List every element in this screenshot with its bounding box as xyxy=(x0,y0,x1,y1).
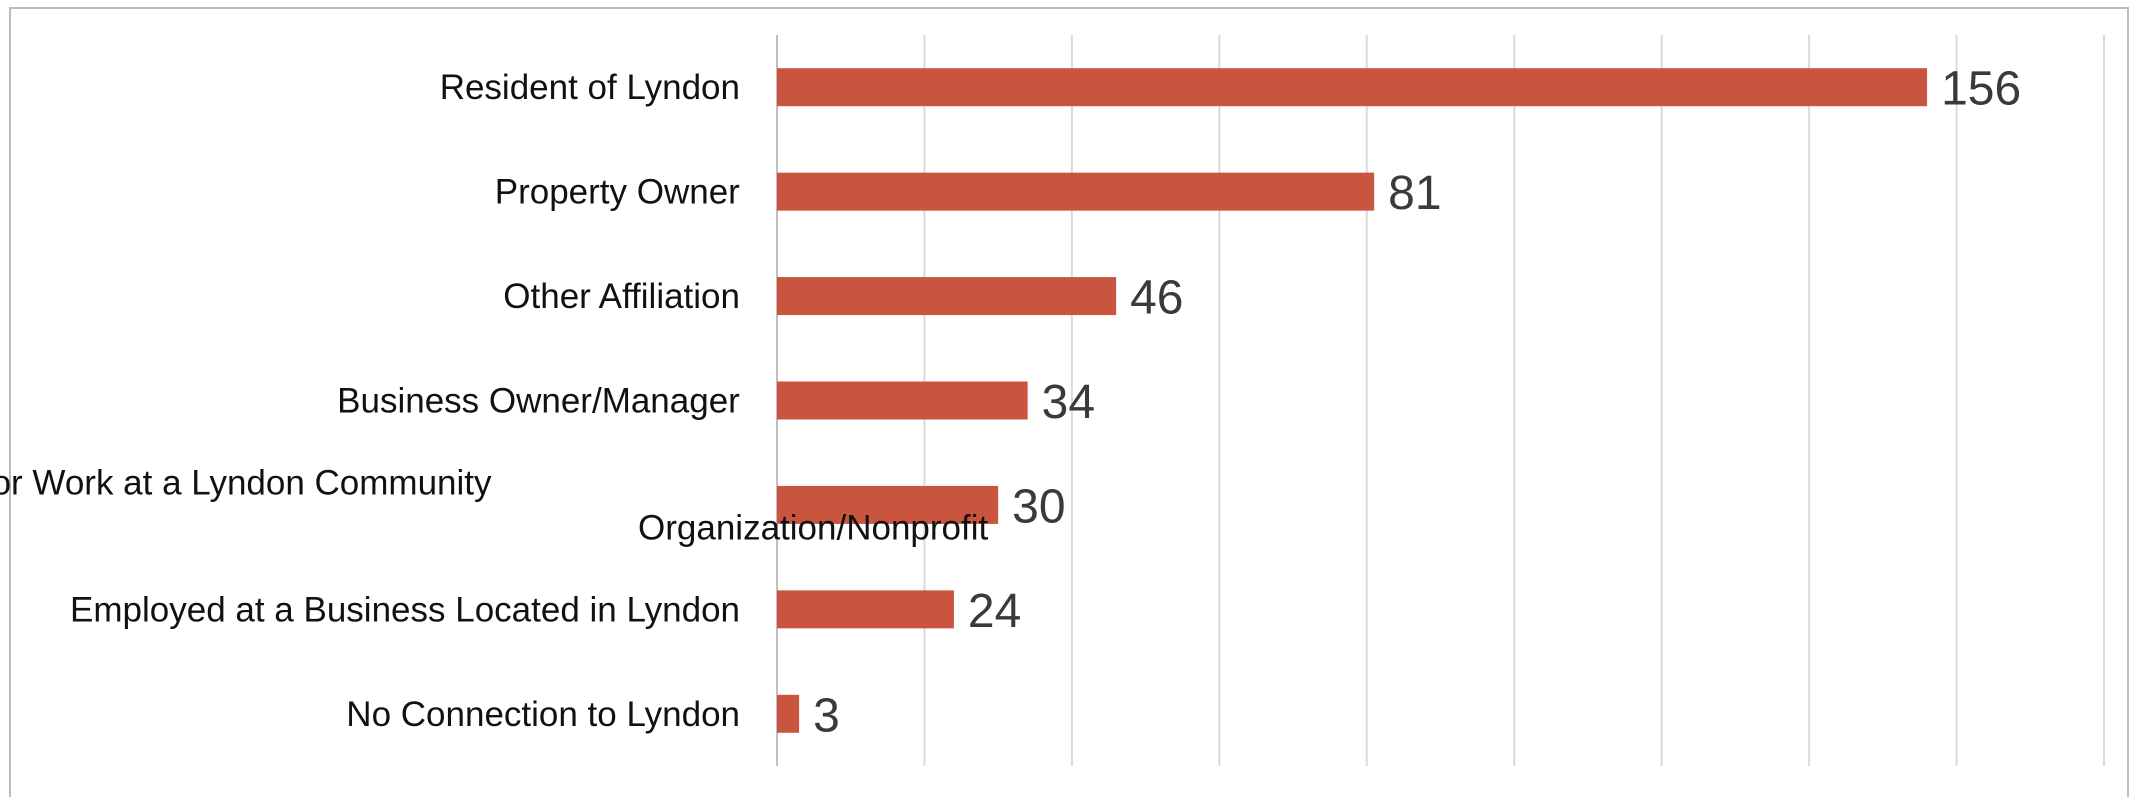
data-label: 34 xyxy=(1042,376,1095,429)
bar xyxy=(777,485,999,524)
category-label: Business Owner/Manager xyxy=(337,381,740,420)
bar xyxy=(777,381,1028,420)
category-label: No Connection to Lyndon xyxy=(346,694,740,733)
category-label: Property Owner xyxy=(495,172,740,211)
bars xyxy=(777,68,1928,733)
category-labels: Resident of Lyndon Property Owner Other Af… xyxy=(0,68,988,734)
category-label: Affiliated or Work at a Lyndon Community… xyxy=(0,463,988,547)
category-label: Resident of Lyndon xyxy=(440,68,740,107)
data-label: 3 xyxy=(813,689,840,742)
bar xyxy=(777,172,1375,211)
data-label: 24 xyxy=(968,585,1021,638)
data-label: 30 xyxy=(1012,480,1065,533)
bar xyxy=(777,277,1117,316)
bar xyxy=(777,68,1928,107)
data-label: 156 xyxy=(1941,63,2021,116)
data-labels: 156 81 46 34 30 24 3 xyxy=(813,63,2021,743)
category-label: Other Affiliation xyxy=(503,277,740,316)
data-label: 81 xyxy=(1388,167,1441,220)
bar xyxy=(777,590,954,629)
bar xyxy=(777,694,800,733)
data-label: 46 xyxy=(1130,272,1183,325)
category-label: Employed at a Business Located in Lyndon xyxy=(70,590,740,629)
chart-frame xyxy=(9,7,2129,797)
